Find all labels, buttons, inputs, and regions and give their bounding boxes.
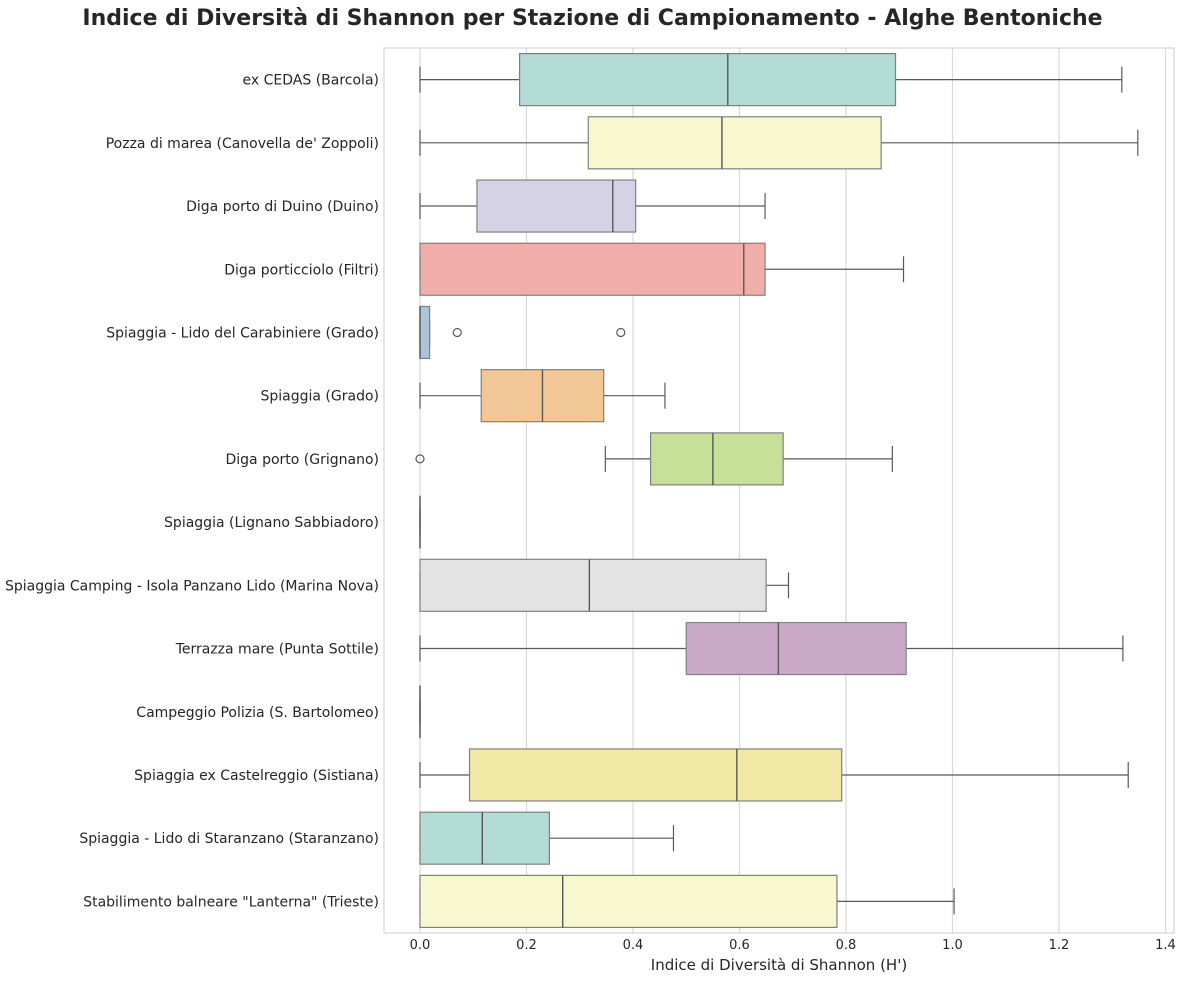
x-tick-label: 0.2 [516,938,537,953]
category-label: Diga porticciolo (Filtri) [224,262,379,278]
box-group [419,748,1129,802]
x-tick-label: 1.2 [1049,938,1070,953]
outlier-point [452,327,462,338]
outlier-point [616,327,626,338]
category-label: Spiaggia - Lido di Staranzano (Staranzan… [79,831,379,847]
box-group [419,242,905,296]
box-group [419,621,1124,676]
x-tick-label: 0.6 [729,938,750,953]
category-label: Spiaggia Camping - Isola Panzano Lido (M… [5,578,379,594]
box [518,53,897,107]
box [476,179,637,233]
outlier-point [415,454,425,464]
box [685,621,907,676]
category-label: Diga porto di Duino (Duino) [186,199,379,215]
box [468,748,843,802]
category-label: Spiaggia ex Castelreggio (Sistiana) [134,768,379,784]
x-tick-label: 0.4 [623,938,644,953]
box-group [415,432,893,486]
box [419,558,767,612]
box [419,811,550,865]
x-tick-label: 0.0 [410,938,431,953]
category-label: Campeggio Polizia (S. Bartolomeo) [136,705,379,721]
box-group [419,874,955,928]
chart-title: Indice di Diversità di Shannon per Stazi… [82,6,1103,31]
plot-frame [383,47,1175,934]
box-group [419,53,1123,107]
category-label: Spiaggia - Lido del Carabiniere (Grado) [106,325,379,341]
box [419,242,766,296]
x-tick-labels: 0.0 0.2 0.4 0.6 0.8 1.0 1.2 1.4 [410,938,1176,953]
x-tick-label: 1.0 [942,938,963,953]
x-tick-label: 1.4 [1155,938,1176,953]
box [419,874,838,928]
box-group [419,811,675,865]
x-tick-label: 0.8 [836,938,857,953]
category-labels: ex CEDAS (Barcola) Pozza di marea (Canove… [5,73,379,911]
category-label: Diga porto (Grignano) [226,452,380,468]
x-axis-title: Indice di Diversità di Shannon (H') [651,956,907,974]
box-group [419,558,790,612]
box [587,116,882,170]
box [419,305,431,360]
box-group [419,305,626,360]
box-group [419,116,1139,170]
category-label: Spiaggia (Lignano Sabbiadoro) [164,515,379,531]
category-label: Spiaggia (Grado) [261,389,380,405]
category-label: Stabilimento balneare "Lanterna" (Triest… [83,894,379,910]
box-group [419,369,666,423]
boxes-layer [415,53,1139,928]
category-label: Pozza di marea (Canovella de' Zoppoli) [106,136,379,152]
box [649,432,784,486]
category-label: Terrazza mare (Punta Sottile) [175,642,379,658]
box-group [419,179,766,233]
category-label: ex CEDAS (Barcola) [243,73,379,89]
